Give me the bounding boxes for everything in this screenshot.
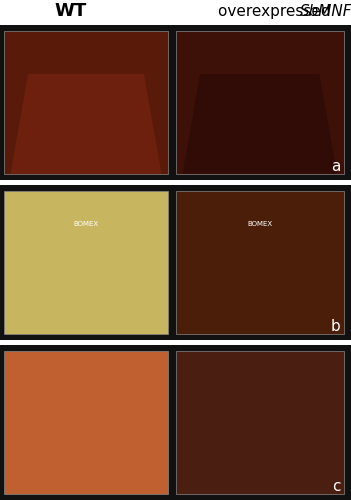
Bar	[176, 31, 344, 174]
Text: c: c	[332, 479, 340, 494]
Bar	[4, 31, 168, 174]
Polygon shape	[183, 74, 337, 174]
Text: BOMEX: BOMEX	[247, 220, 272, 226]
Text: b: b	[331, 319, 340, 334]
Polygon shape	[11, 74, 161, 174]
Text: WT: WT	[54, 2, 86, 20]
Text: BOMEX: BOMEX	[73, 220, 99, 226]
Bar	[176, 351, 344, 494]
Text: SbMNF: SbMNF	[300, 4, 351, 18]
Bar	[4, 191, 168, 334]
Bar	[176, 191, 344, 334]
Text: a: a	[331, 159, 340, 174]
Text: overexpressed: overexpressed	[218, 4, 335, 18]
Bar	[4, 351, 168, 494]
